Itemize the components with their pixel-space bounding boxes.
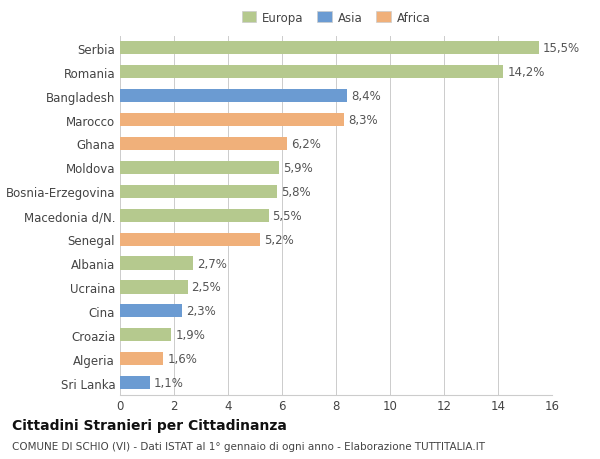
Bar [120, 329, 172, 341]
Text: 2,3%: 2,3% [186, 305, 216, 318]
Text: COMUNE DI SCHIO (VI) - Dati ISTAT al 1° gennaio di ogni anno - Elaborazione TUTT: COMUNE DI SCHIO (VI) - Dati ISTAT al 1° … [12, 441, 485, 451]
Text: 6,2%: 6,2% [292, 138, 322, 151]
Text: 8,4%: 8,4% [351, 90, 380, 103]
Text: 5,8%: 5,8% [281, 185, 310, 198]
Bar [120, 209, 269, 222]
Text: 1,9%: 1,9% [175, 329, 205, 341]
Bar [120, 353, 163, 365]
Bar [120, 185, 277, 198]
Bar [120, 257, 193, 270]
Text: 5,2%: 5,2% [265, 233, 294, 246]
Text: 15,5%: 15,5% [542, 42, 580, 55]
Text: 5,5%: 5,5% [272, 209, 302, 222]
Text: 2,5%: 2,5% [191, 281, 221, 294]
Bar [120, 138, 287, 151]
Bar [120, 90, 347, 103]
Bar [120, 281, 187, 294]
Bar [120, 305, 182, 318]
Text: 8,3%: 8,3% [348, 114, 378, 127]
Bar [120, 114, 344, 127]
Text: 1,1%: 1,1% [154, 376, 184, 389]
Text: 2,7%: 2,7% [197, 257, 227, 270]
Text: 5,9%: 5,9% [283, 162, 313, 174]
Bar [120, 162, 280, 174]
Legend: Europa, Asia, Africa: Europa, Asia, Africa [238, 8, 434, 28]
Bar [120, 233, 260, 246]
Bar [120, 42, 539, 55]
Bar [120, 376, 150, 389]
Bar [120, 66, 503, 79]
Text: Cittadini Stranieri per Cittadinanza: Cittadini Stranieri per Cittadinanza [12, 418, 287, 431]
Text: 14,2%: 14,2% [508, 66, 545, 79]
Text: 1,6%: 1,6% [167, 353, 197, 365]
